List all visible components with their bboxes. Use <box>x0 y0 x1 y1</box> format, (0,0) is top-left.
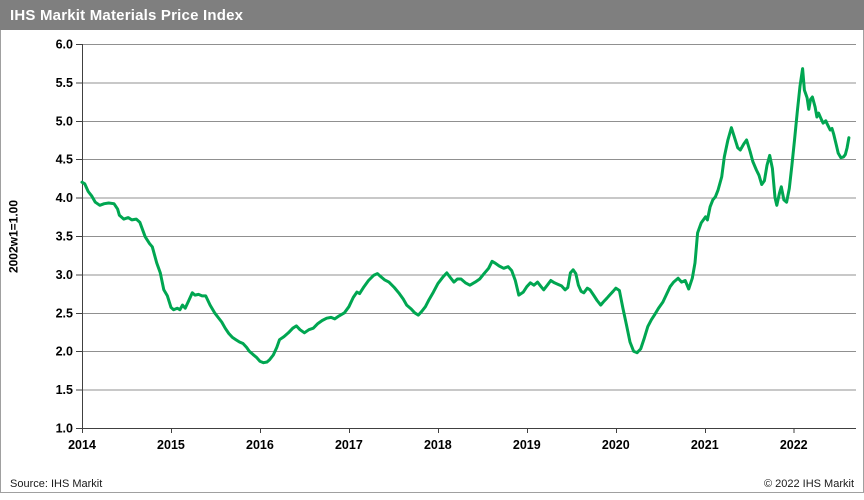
x-tick-label: 2020 <box>602 438 630 452</box>
x-tick-label: 2015 <box>157 438 185 452</box>
y-tick-label: 1.5 <box>56 383 73 397</box>
y-tick-label: 2.0 <box>56 345 73 359</box>
y-tick-label: 4.0 <box>56 191 73 205</box>
x-tick-label: 2018 <box>424 438 452 452</box>
y-tick-label: 4.5 <box>56 153 73 167</box>
y-tick-label: 5.5 <box>56 76 73 90</box>
y-axis-title: 2002w1=1.00 <box>6 199 21 274</box>
y-tick-label: 3.0 <box>56 268 73 282</box>
chart-title: IHS Markit Materials Price Index <box>10 6 244 24</box>
y-tick-label: 2.5 <box>56 306 73 320</box>
y-tick-label: 5.0 <box>56 114 73 128</box>
source-text: Source: IHS Markit <box>10 478 103 490</box>
y-tick-label: 6.0 <box>56 38 73 52</box>
x-tick-label: 2017 <box>335 438 363 452</box>
x-tick-label: 2021 <box>691 438 719 452</box>
chart-frame <box>0 30 864 493</box>
x-tick-label: 2022 <box>780 438 808 452</box>
title-bar: IHS Markit Materials Price Index <box>0 0 864 30</box>
y-tick-label: 1.0 <box>56 422 73 436</box>
x-tick-label: 2016 <box>246 438 274 452</box>
copyright-text: © 2022 IHS Markit <box>763 478 854 490</box>
y-tick-label: 3.5 <box>56 230 73 244</box>
x-tick-label: 2014 <box>68 438 96 452</box>
price-index-line <box>80 67 851 365</box>
x-tick-label: 2019 <box>513 438 541 452</box>
